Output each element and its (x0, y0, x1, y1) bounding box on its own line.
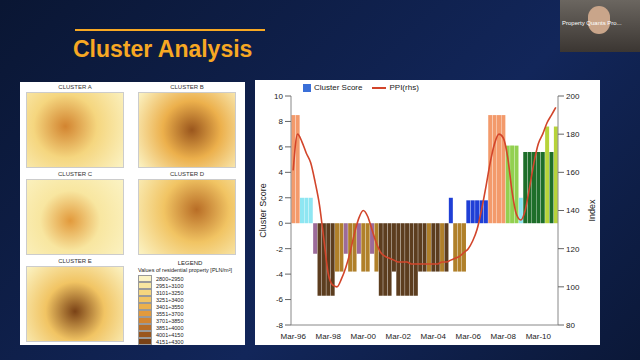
svg-text:Mar-96: Mar-96 (281, 332, 307, 341)
svg-text:4: 4 (279, 168, 284, 177)
html-text:PPI(rhs): PPI(rhs) (389, 83, 419, 92)
svg-text:Mar-98: Mar-98 (316, 332, 342, 341)
html-text:CLUSTER E: CLUSTER E (58, 258, 92, 264)
svg-text:Mar-06: Mar-06 (456, 332, 482, 341)
html-text:Values of residential property: Values of residential property [PLN/m²] (138, 267, 233, 273)
html-text:Cluster Score: Cluster Score (314, 83, 363, 92)
html-text:LEGEND: LEGEND (177, 260, 203, 266)
svg-text:8: 8 (279, 117, 284, 126)
svg-text:Mar-10: Mar-10 (526, 332, 552, 341)
svg-text:80: 80 (566, 321, 575, 330)
html-text:CLUSTER C: CLUSTER C (58, 171, 92, 177)
html-text:3701÷3850: 3701÷3850 (156, 317, 184, 324)
html-text:3251÷3400: 3251÷3400 (156, 296, 184, 303)
html-text:4151÷4300: 4151÷4300 (156, 338, 184, 345)
svg-text:200: 200 (566, 92, 580, 101)
html-text:CLUSTER A: CLUSTER A (58, 84, 92, 90)
svg-text:100: 100 (566, 283, 580, 292)
svg-text:2: 2 (279, 194, 284, 203)
svg-text:120: 120 (566, 245, 580, 254)
html-text:3401÷3550: 3401÷3550 (156, 303, 184, 310)
svg-text:Index: Index (587, 199, 597, 222)
html-text:Cluster Analysis: Cluster Analysis (73, 36, 253, 62)
svg-text:Mar-04: Mar-04 (421, 332, 447, 341)
svg-text:Mar-02: Mar-02 (386, 332, 412, 341)
svg-text:-8: -8 (276, 321, 284, 330)
svg-text:Cluster Score: Cluster Score (258, 183, 268, 238)
html-text:Property Quants Pro...: Property Quants Pro... (562, 20, 622, 26)
svg-text:160: 160 (566, 168, 580, 177)
html-text:2800÷2950: 2800÷2950 (156, 275, 184, 282)
svg-text:Mar-00: Mar-00 (351, 332, 377, 341)
svg-text:180: 180 (566, 130, 580, 139)
svg-text:Mar-08: Mar-08 (491, 332, 517, 341)
svg-text:0: 0 (279, 219, 284, 228)
svg-text:-4: -4 (276, 270, 284, 279)
html-text:3101÷3250: 3101÷3250 (156, 289, 184, 296)
svg-text:-2: -2 (276, 245, 284, 254)
html-text:3551÷3700: 3551÷3700 (156, 310, 184, 317)
svg-text:140: 140 (566, 206, 580, 215)
html-text:2951÷3100: 2951÷3100 (156, 282, 184, 289)
svg-text:6: 6 (279, 143, 284, 152)
html-text:4001÷4150: 4001÷4150 (156, 331, 184, 338)
html-text:CLUSTER B: CLUSTER B (170, 84, 204, 90)
svg-text:-6: -6 (276, 295, 284, 304)
html-text:3851÷4000: 3851÷4000 (156, 324, 184, 331)
svg-text:10: 10 (274, 92, 283, 101)
html-text:CLUSTER D: CLUSTER D (170, 171, 204, 177)
